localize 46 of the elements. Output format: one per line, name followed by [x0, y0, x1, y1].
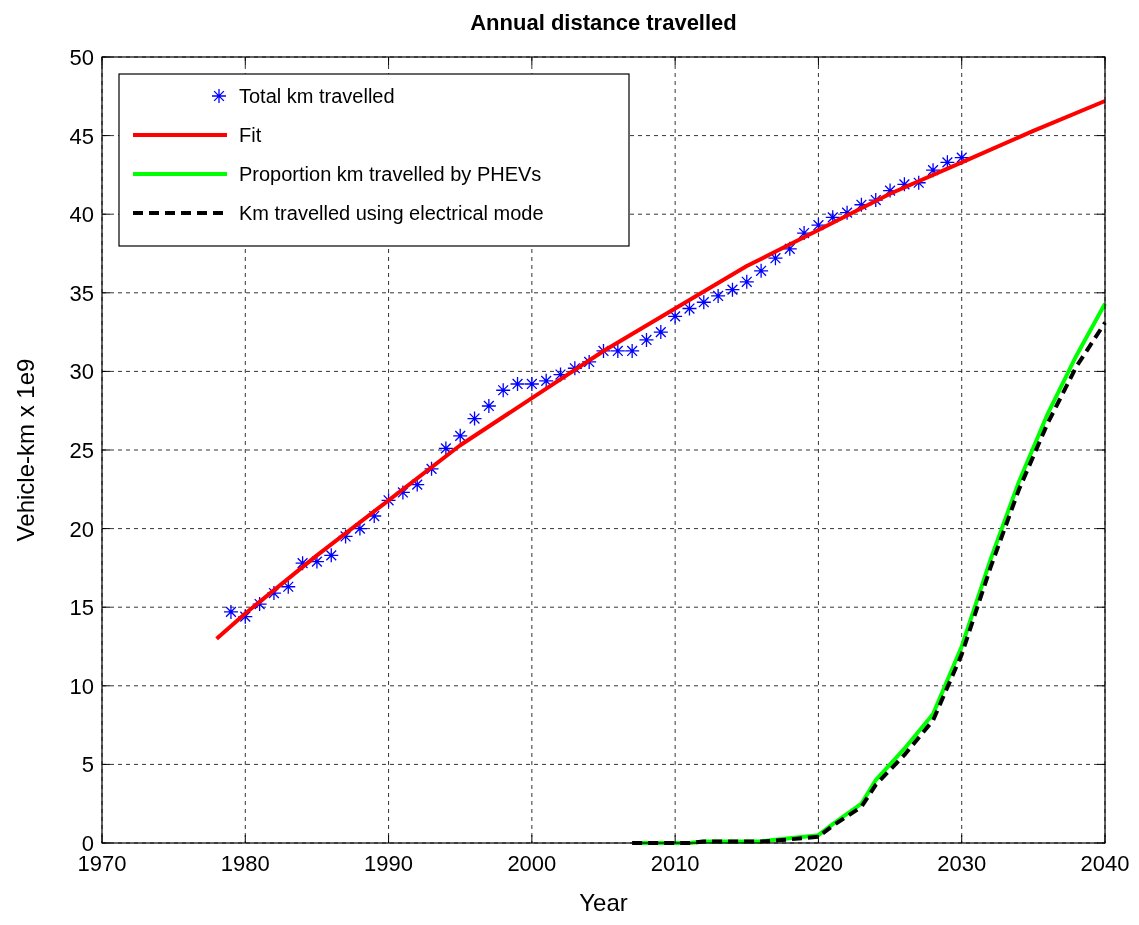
- chart-title: Annual distance travelled: [470, 10, 737, 35]
- y-tick-label: 30: [69, 359, 94, 385]
- x-tick-label: 1980: [220, 851, 270, 876]
- legend-label: Fit: [239, 124, 262, 146]
- y-tick-label: 50: [69, 45, 94, 70]
- point: [395, 484, 411, 501]
- y-tick-label: 10: [69, 673, 94, 699]
- legend-label: Km travelled using electrical mode: [239, 202, 544, 224]
- point: [452, 428, 468, 444]
- x-tick-label: 2040: [1080, 851, 1130, 876]
- y-tick-label: 15: [69, 595, 94, 621]
- x-tick-label: 2000: [507, 851, 557, 876]
- point: [653, 324, 669, 340]
- point: [796, 225, 812, 241]
- point: [423, 461, 440, 477]
- y-tick-label: 40: [69, 202, 94, 228]
- y-tick-label: 20: [69, 516, 94, 542]
- point: [925, 162, 941, 178]
- point: [595, 343, 612, 359]
- point: [223, 604, 239, 620]
- point: [294, 555, 311, 571]
- point: [667, 308, 683, 325]
- point: [610, 343, 626, 359]
- x-tick-label: 2030: [937, 851, 987, 876]
- y-tick-label: 45: [69, 123, 94, 149]
- x-tick-label: 2010: [650, 851, 700, 876]
- point: [767, 250, 784, 266]
- legend-label: Total km travelled: [239, 85, 395, 107]
- y-axis-title: Vehicle-km x 1e9: [12, 358, 39, 542]
- point: [753, 263, 769, 279]
- point: [638, 332, 655, 348]
- y-tick-label: 25: [69, 438, 94, 463]
- point: [624, 343, 640, 359]
- point: [251, 596, 268, 612]
- point: [438, 440, 454, 457]
- x-axis-title: Year: [579, 889, 628, 916]
- point: [739, 274, 755, 290]
- point: [466, 410, 483, 427]
- x-tick-label: 1990: [364, 851, 414, 876]
- point: [481, 398, 497, 414]
- y-tick-label: 5: [81, 752, 94, 778]
- point: [237, 608, 253, 625]
- legend-label: Proportion km travelled by PHEVs: [239, 163, 542, 185]
- point: [810, 217, 827, 233]
- y-tick-label: 35: [69, 280, 94, 306]
- x-tick-label: 2020: [793, 851, 843, 876]
